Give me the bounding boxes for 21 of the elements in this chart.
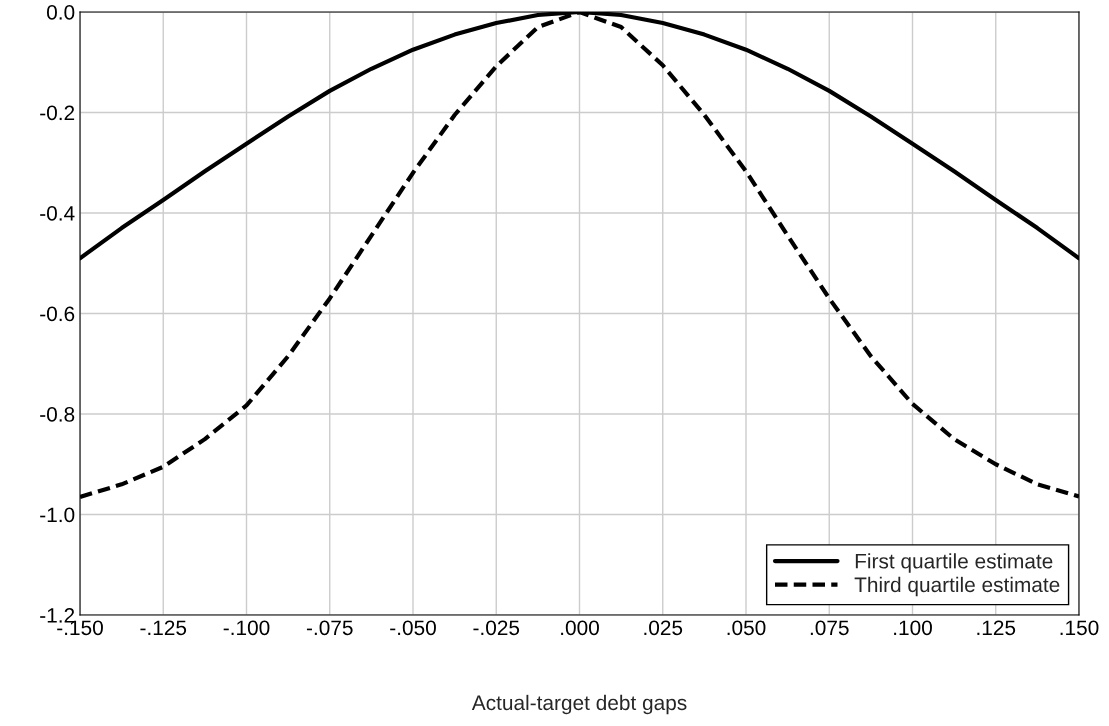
y-tick-label: -0.2 xyxy=(40,105,75,121)
x-tick-label: .100 xyxy=(894,620,932,636)
x-tick-label: .150 xyxy=(1060,620,1099,636)
x-axis-title: Actual-target debt gaps xyxy=(471,694,687,715)
x-tick-label: -.050 xyxy=(390,620,436,636)
x-tick-label: .050 xyxy=(727,620,766,636)
x-tick-label: .125 xyxy=(977,620,1016,636)
legend-label: First quartile estimate xyxy=(855,553,1053,573)
x-tick-label: .000 xyxy=(561,620,599,636)
x-tick-label: -.125 xyxy=(140,620,187,636)
x-tick-label: -.100 xyxy=(223,620,270,636)
x-tick-label: -.075 xyxy=(306,620,353,636)
x-tick-label: .025 xyxy=(644,620,683,636)
x-tick-label: -.025 xyxy=(473,620,520,636)
y-tick-label: -0.8 xyxy=(40,407,75,422)
y-tick-label: -0.6 xyxy=(40,306,75,322)
legend-label: Third quartile estimate xyxy=(854,576,1060,597)
y-tick-label: -1.0 xyxy=(40,507,75,523)
y-tick-label: 0.0 xyxy=(46,5,75,20)
x-tick-label: .075 xyxy=(810,620,849,636)
y-tick-label: -0.4 xyxy=(40,206,75,221)
